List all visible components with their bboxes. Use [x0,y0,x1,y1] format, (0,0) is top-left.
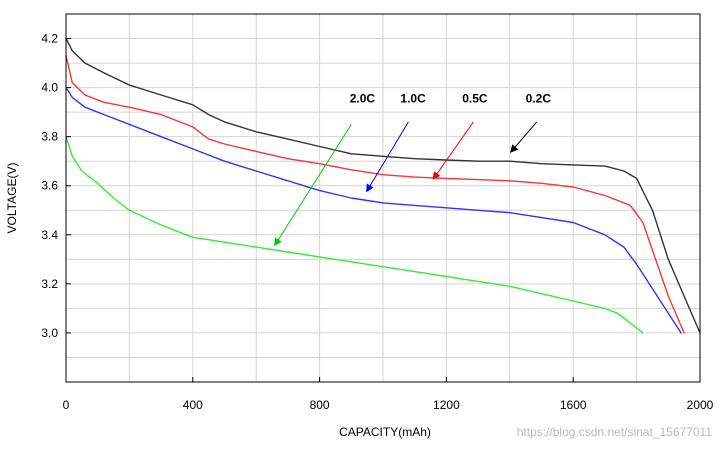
plot-frame [65,13,701,383]
axis-ticks: 0 400 800 1200 1600 2000 3.0 3.2 3.4 3.6 3.8 4.0 4.2 [41,32,713,412]
grid [66,14,700,382]
y-tick-label: 3.4 [41,228,58,242]
x-tick-label: 1200 [433,398,460,412]
series-arrow-0-2c [510,121,538,153]
series-arrow-1-0c [366,121,409,193]
x-tick-label: 1600 [560,398,587,412]
x-tick-label: 800 [310,398,330,412]
y-tick-label: 3.0 [41,326,58,340]
series-lines [65,37,701,334]
x-tick-label: 2000 [687,398,714,412]
series-arrow-2-0c [274,124,352,247]
series-line-1-0c [65,86,682,334]
y-tick-label: 4.0 [41,81,58,95]
series-label-2-0c: 2.0C [350,91,376,105]
series-line-2-0c [65,135,644,334]
series-line-0-2c [65,37,701,334]
y-tick-label: 3.2 [41,277,58,291]
x-axis-title: CAPACITY(mAh) [339,425,431,439]
series-label-0-2c: 0.2C [526,91,552,105]
x-tick-label: 400 [183,398,203,412]
series-label-1-0c: 1.0C [400,91,426,105]
y-axis-title: VOLTAGE(V) [5,163,19,234]
series-line-0-5c [65,55,685,334]
series-label-0-5c: 0.5C [462,91,488,105]
watermark: https://blog.csdn.net/sinat_15677011 [517,425,713,439]
y-tick-label: 3.8 [41,130,58,144]
y-tick-label: 4.2 [41,32,58,46]
series-arrow-0-5c [432,121,474,181]
series-annotations: 2.0C 1.0C 0.5C 0.2C [274,91,552,247]
x-tick-label: 0 [63,398,70,412]
y-tick-label: 3.6 [41,179,58,193]
